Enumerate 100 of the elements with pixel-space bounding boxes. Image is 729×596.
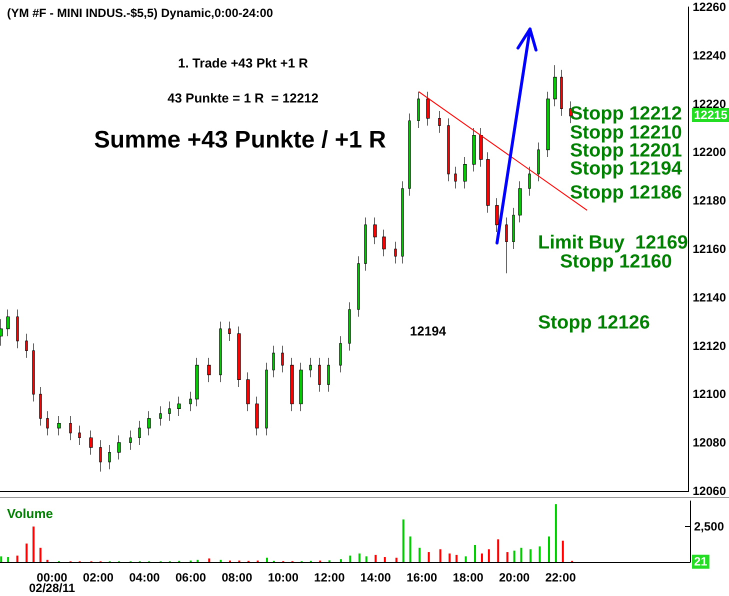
y-tick-label: 12180 [692, 194, 726, 208]
bar [428, 552, 430, 562]
x-tick-label: 14:00 [360, 570, 392, 584]
y-tick-label: 12140 [692, 290, 726, 304]
candlestick [39, 386, 42, 426]
bar [456, 554, 458, 562]
x-tick-label: 08:00 [222, 570, 253, 584]
bar [16, 556, 18, 562]
candlestick [505, 217, 508, 274]
bar [402, 519, 404, 562]
bar [349, 556, 352, 562]
candlestick [0, 318, 3, 346]
candlestick [99, 440, 102, 472]
bar [340, 559, 342, 562]
candlestick [237, 326, 241, 388]
bar [464, 556, 467, 562]
candlestick [553, 64, 557, 107]
y-tick-label: 12220 [692, 96, 726, 111]
candlestick [348, 302, 351, 351]
x-tick-label: 18:00 [452, 570, 484, 584]
candlestick [560, 70, 563, 116]
candlestick [472, 128, 476, 172]
x-tick-label: 20:00 [498, 570, 530, 584]
candlestick [373, 217, 377, 244]
candlestick [108, 444, 111, 470]
candlestick [382, 229, 386, 257]
candlestick [177, 396, 181, 416]
candlestick [546, 91, 550, 158]
bar [418, 548, 421, 562]
candlestick [219, 321, 222, 382]
y-tick-label: 12200 [692, 145, 726, 160]
bar [554, 504, 557, 562]
bar [439, 549, 442, 562]
bar [513, 550, 516, 562]
chart-title: Volume [7, 506, 53, 521]
candlestick [272, 346, 275, 378]
y-tick-label: 12060 [692, 484, 726, 498]
candlestick [463, 156, 467, 189]
candlestick [495, 198, 499, 232]
bar [26, 544, 28, 562]
candlestick [117, 435, 121, 460]
bar [208, 558, 210, 562]
candlestick [408, 113, 411, 196]
bar [7, 557, 10, 562]
x-tick-label: 10:00 [268, 570, 299, 584]
candlestick [364, 217, 367, 272]
bar [538, 546, 541, 562]
chart-title: (YM #F - MINI INDUS.-$5,5) Dynamic,0:00-24:00 [7, 6, 274, 20]
bar [506, 552, 508, 562]
bar [488, 549, 490, 562]
bar [562, 540, 564, 562]
bar [520, 548, 522, 562]
candlestick [417, 91, 420, 128]
candlestick [25, 333, 28, 358]
bar [266, 558, 268, 562]
candlestick [89, 430, 93, 455]
candlestick [265, 362, 268, 436]
bar [480, 553, 483, 562]
bar [448, 553, 451, 562]
candlestick [357, 256, 360, 318]
x-tick-label: 02:00 [82, 570, 114, 584]
candlestick [438, 110, 441, 134]
candlestick [290, 358, 294, 412]
candlestick [339, 336, 342, 373]
bar [39, 548, 42, 562]
x-tick-label: 22:00 [545, 570, 576, 584]
bar [497, 539, 500, 562]
bar [32, 526, 35, 562]
candlestick [255, 396, 259, 436]
bar [474, 544, 476, 562]
annotation: 12194 [410, 324, 447, 338]
annotation: Stopp 12186 [570, 182, 682, 204]
candlestick [486, 152, 490, 213]
candlestick [32, 343, 35, 402]
x-tick-label: 16:00 [406, 570, 438, 584]
candlestick [318, 358, 321, 392]
candlestick [454, 166, 457, 189]
candlestick [518, 180, 522, 223]
annotation: 21 [694, 554, 708, 569]
candlestick [57, 416, 61, 436]
annotation: Stopp 12210 [570, 122, 682, 144]
candlestick [309, 358, 312, 378]
text: 12215 [694, 108, 728, 122]
candlestick [138, 420, 141, 446]
y-tick-label: 12160 [692, 242, 726, 256]
annotation: Summe +43 Punkte / +1 R [94, 126, 386, 154]
bar [548, 536, 550, 562]
bar [395, 558, 398, 562]
annotation: Stopp 12160 [560, 252, 672, 272]
candlestick [528, 166, 531, 196]
y-tick-label: 12120 [692, 338, 726, 353]
candlestick [129, 430, 132, 450]
candlestick [246, 372, 250, 412]
bar [409, 536, 412, 562]
candlestick [327, 358, 330, 392]
annotation: 1. Trade +43 Pkt +1 R [178, 56, 309, 70]
candlestick [6, 309, 10, 336]
candlestick [447, 118, 450, 182]
bar [384, 557, 386, 562]
annotation: Limit Buy 12169 [538, 232, 688, 254]
